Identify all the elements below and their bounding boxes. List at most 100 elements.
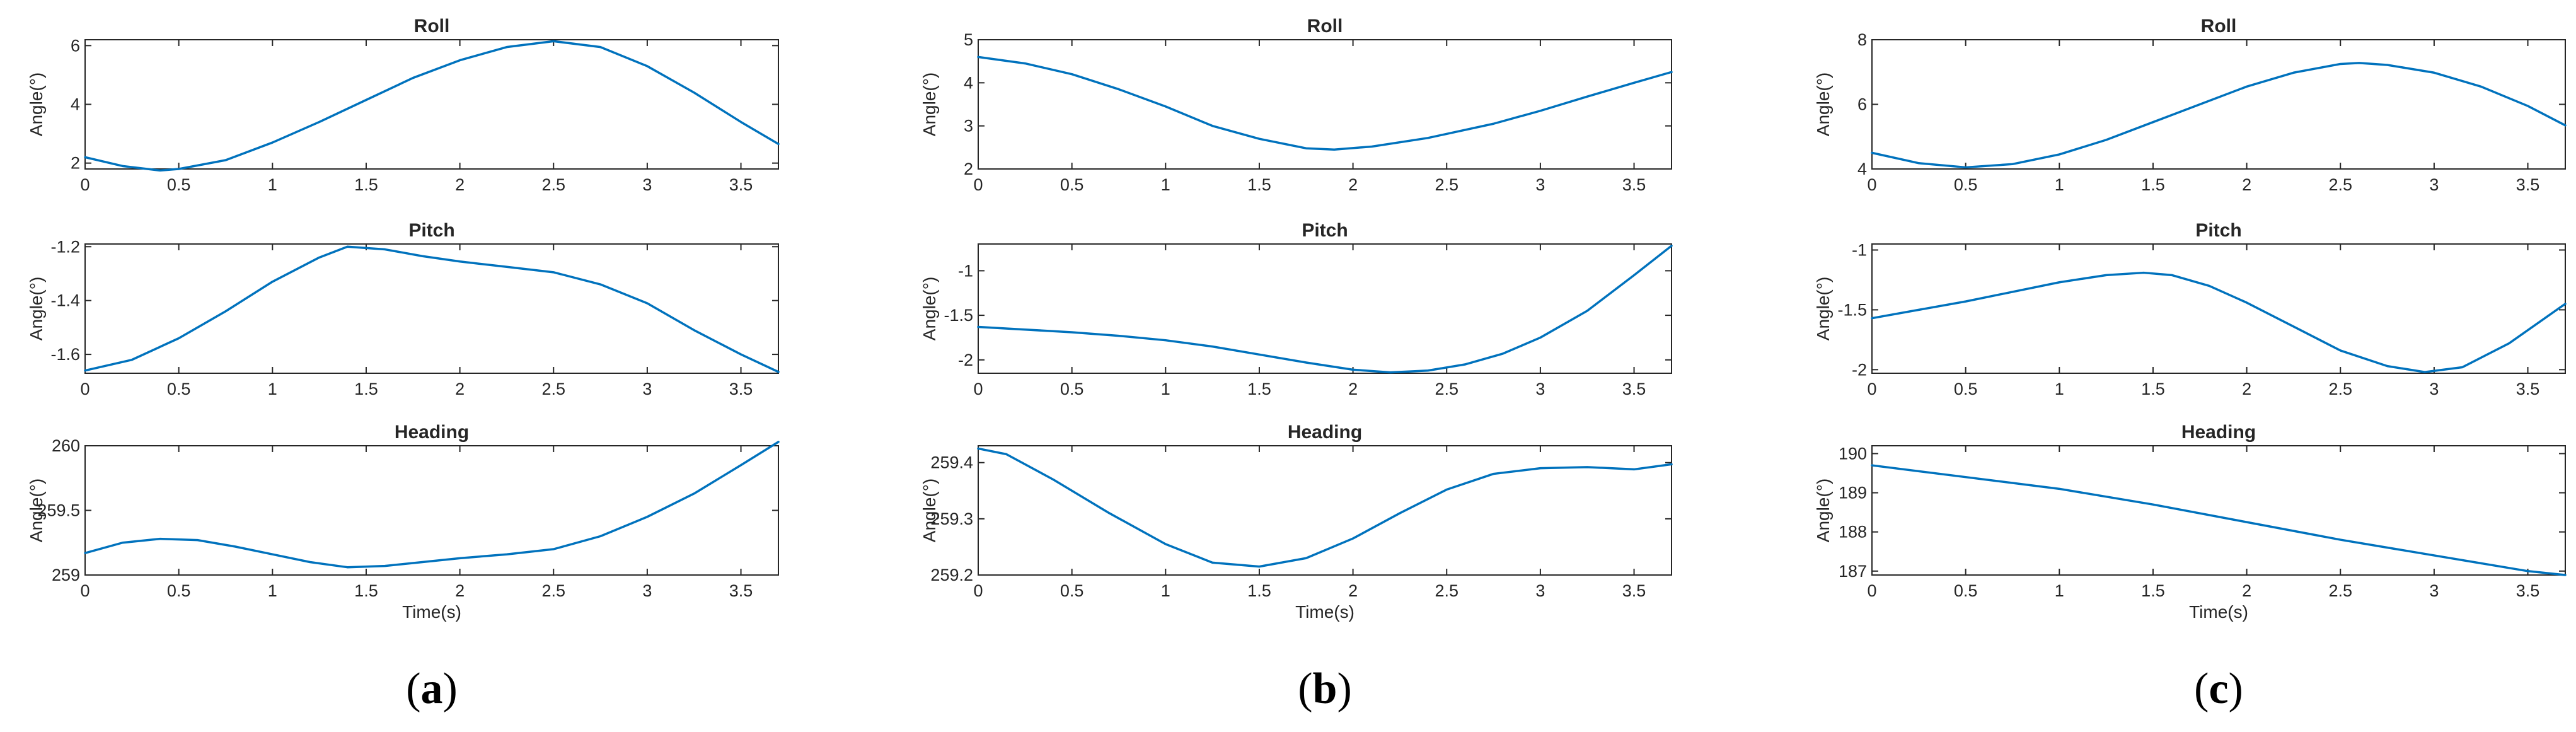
panel-c-heading-ytick-label: 190 <box>1839 444 1867 463</box>
panel-c-heading-xtick-label: 1.5 <box>2141 581 2165 600</box>
panel-c-heading-title: Heading <box>2181 422 2256 443</box>
panel-a-heading-xtick-label: 3.5 <box>729 581 753 600</box>
panel-b-roll-series-line <box>977 55 1673 151</box>
panel-b-roll-axes-box <box>978 39 1672 170</box>
panel-b-roll-xtick-label: 0.5 <box>1060 175 1084 194</box>
panel-a-heading-series-line <box>84 441 780 569</box>
panel-c-roll-axes: Roll Angle(°) 0 0.5 1 1.5 2 2.5 3 3.5 4 6 8 <box>1813 16 2567 194</box>
panel-b-roll-ytick-label: 3 <box>964 117 973 136</box>
panel-b-pitch-xtick-label: 2 <box>1348 380 1358 398</box>
panel-c-pitch-xtick-label: 2 <box>2242 380 2251 398</box>
panel-c-heading-xtick-label: 3 <box>2429 581 2439 600</box>
panel-b-roll-xtick-label: 3 <box>1535 175 1545 194</box>
panel-a-heading-xtick-label: 1.5 <box>354 581 378 600</box>
panel-a-caption: (a) <box>406 665 458 713</box>
panel-c-heading-xtick-label: 2.5 <box>2328 581 2352 600</box>
panel-a-heading-xtick-label: 0 <box>80 581 90 600</box>
panel-c-heading-ytick-label: 188 <box>1839 523 1867 542</box>
panel-b-heading-ytick-label: 259.4 <box>930 453 973 472</box>
panel-c-roll-xtick-label: 2.5 <box>2328 175 2352 194</box>
panel-c-heading-axes: Heading Angle(°) 0 0.5 1 1.5 2 2.5 3 3.5 187 188 189… <box>1813 422 2567 622</box>
panel-a-roll-xtick-label: 0 <box>80 175 90 194</box>
panel-a-heading-axes-box <box>84 445 779 576</box>
panel-a-pitch-xtick-label: 3 <box>642 380 652 398</box>
panel-b-roll-ytick-label: 5 <box>964 30 973 49</box>
panel-c-heading-ylabel: Angle(°) <box>1813 479 1833 542</box>
panel-b-heading-ylabel: Angle(°) <box>920 479 939 542</box>
panel-a-pitch-xtick-label: 2 <box>455 380 465 398</box>
panel-a-heading-ytick-label: 259.5 <box>37 501 80 520</box>
panel-b-pitch-ylabel: Angle(°) <box>920 277 939 340</box>
panel-c-roll-xtick-label: 2 <box>2242 175 2251 194</box>
panel-c-pitch-title: Pitch <box>2195 220 2241 241</box>
panel-c-caption: (c) <box>2194 665 2243 713</box>
panel-c-heading-axes-box <box>1871 445 2566 576</box>
panel-c-roll-ytick-label: 6 <box>1857 95 1867 114</box>
panel-c-heading-xtick-label: 0.5 <box>1954 581 1978 600</box>
panel-c-roll-ytick-label: 8 <box>1857 30 1867 49</box>
panel-b-roll-xtick-label: 1.5 <box>1247 175 1271 194</box>
panel-b-pitch-ytick-label: -1.5 <box>944 306 973 325</box>
panel-c-pitch-xtick-label: 1 <box>2055 380 2064 398</box>
panel-caption-open-paren: ( <box>406 665 420 713</box>
panel-caption-close-paren: ) <box>443 665 458 713</box>
panel-c-heading-xtick-label: 1 <box>2055 581 2064 600</box>
panel-a-pitch-xtick-label: 0 <box>80 380 90 398</box>
panel-b-pitch-ytick-label: -1 <box>958 261 973 280</box>
panel-b-heading-xtick-label: 1 <box>1161 581 1170 600</box>
panel-b-roll-ytick-label: 2 <box>964 160 973 178</box>
panel-a-pitch-xtick-label: 0.5 <box>167 380 191 398</box>
panel-caption-letter: a <box>421 665 443 713</box>
panel-a-pitch-title: Pitch <box>408 220 454 241</box>
panel-b-heading-series-line <box>977 447 1673 568</box>
panel-b-roll-axes: Roll Angle(°) 0 0.5 1 1.5 2 2.5 3 3.5 2 3 4 5 <box>920 16 1673 194</box>
panel-caption-open-paren: ( <box>2194 665 2209 713</box>
panel-b-roll-ylabel: Angle(°) <box>920 73 939 136</box>
panel-a-roll-xtick-label: 0.5 <box>167 175 191 194</box>
panel-a-roll-ylabel: Angle(°) <box>26 73 46 136</box>
panel-c-heading-xtick-label: 2 <box>2242 581 2251 600</box>
panel-c-heading-xtick-label: 0 <box>1867 581 1876 600</box>
panel-a-heading-xtick-label: 1 <box>268 581 277 600</box>
panel-b-pitch-series-line <box>977 245 1673 374</box>
panel-c-pitch-ylabel: Angle(°) <box>1813 277 1833 340</box>
panel-a-roll-title: Roll <box>414 16 450 37</box>
panel-b-roll-xtick-label: 2.5 <box>1435 175 1458 194</box>
panel-a-roll-xtick-label: 2.5 <box>541 175 565 194</box>
panel-a-heading-ytick-label: 260 <box>52 436 80 455</box>
panel-a-pitch-ytick-label: -1.4 <box>50 291 80 310</box>
panel-c-roll-xtick-label: 0.5 <box>1954 175 1978 194</box>
panel-c-roll-title: Roll <box>2201 16 2237 37</box>
panel-c-heading-xlabel: Time(s) <box>2189 602 2248 622</box>
panel-a-heading-ytick-label: 259 <box>52 566 80 584</box>
panel-b-pitch-xtick-label: 3.5 <box>1622 380 1646 398</box>
panel-c-heading-ytick-label: 189 <box>1839 484 1867 503</box>
panel-c-pitch-xtick-label: 0 <box>1867 380 1876 398</box>
panel-b-heading-xtick-label: 1.5 <box>1247 581 1271 600</box>
panel-c-pitch-ytick-label: -2 <box>1852 360 1867 379</box>
panel-a-heading-xtick-label: 3 <box>642 581 652 600</box>
panel-b-heading-xtick-label: 2.5 <box>1435 581 1458 600</box>
panel-b-heading-ytick-label: 259.2 <box>930 566 973 584</box>
panel-c-pitch-xtick-label: 3.5 <box>2516 380 2540 398</box>
panel-b-pitch-xtick-label: 2.5 <box>1435 380 1458 398</box>
panel-b-pitch-xtick-label: 3 <box>1535 380 1545 398</box>
panel-b-pitch-axes: Pitch Angle(°) 0 0.5 1 1.5 2 2.5 3 3.5 -2 -1.5 -1 <box>920 220 1673 398</box>
panel-caption-letter: b <box>1313 665 1337 713</box>
panel-a-roll-series-line <box>84 40 780 172</box>
panel-c-pitch-axes-box <box>1871 243 2566 374</box>
panel-b-heading-ytick-label: 259.3 <box>930 509 973 528</box>
panel-b-roll-xtick-label: 2 <box>1348 175 1358 194</box>
panel-a-roll-axes-box <box>84 39 779 170</box>
panel-a-pitch-ytick-label: -1.2 <box>50 237 80 256</box>
panel-b-heading-title: Heading <box>1288 422 1362 443</box>
panel-c-heading-ytick-label: 187 <box>1839 562 1867 581</box>
panel-c-pitch-xtick-label: 3 <box>2429 380 2439 398</box>
panel-b-roll-xtick-label: 0 <box>973 175 983 194</box>
panel-c-roll-series-line <box>1871 62 2567 169</box>
panel-c-pitch-xtick-label: 2.5 <box>2328 380 2352 398</box>
panel-a-roll-xtick-label: 2 <box>455 175 465 194</box>
panel-c-roll-xtick-label: 1.5 <box>2141 175 2165 194</box>
panel-c-roll-xtick-label: 1 <box>2055 175 2064 194</box>
panel-c-roll-xtick-label: 3 <box>2429 175 2439 194</box>
